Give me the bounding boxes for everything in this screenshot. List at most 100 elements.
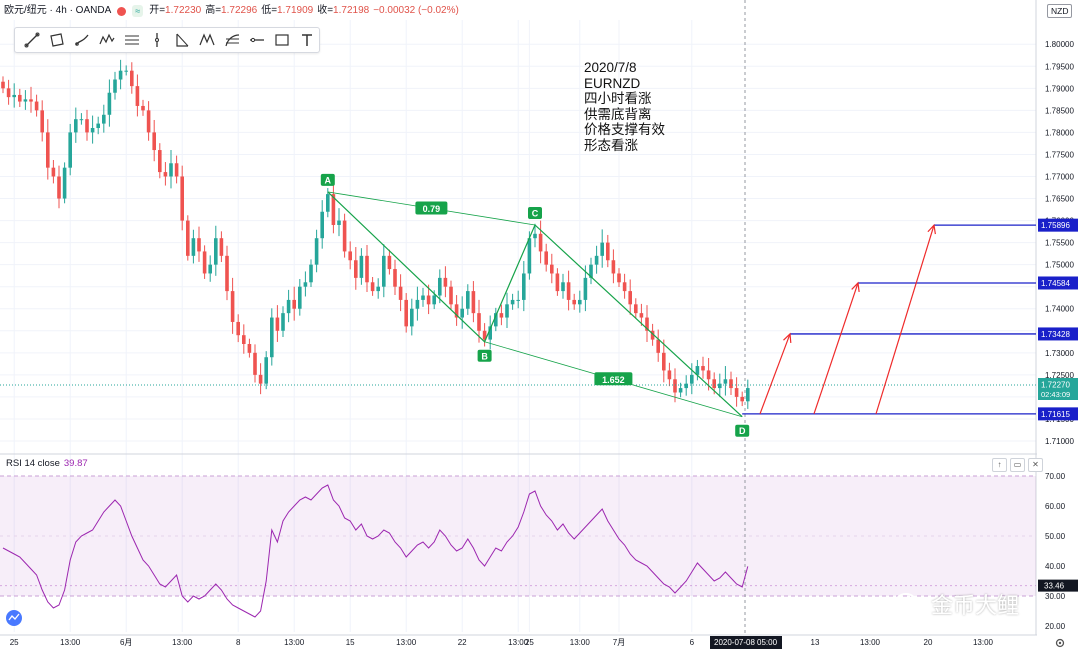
rsi-title[interactable]: RSI 14 close bbox=[6, 458, 60, 469]
fib-icon[interactable] bbox=[219, 29, 244, 51]
candle-up bbox=[107, 92, 112, 115]
ray-icon[interactable] bbox=[244, 29, 269, 51]
analysis-note[interactable]: 2020/7/8 EURNZD 四小时看涨 供需底背离 价格支撑有效 形态看涨 bbox=[584, 60, 665, 153]
time-tick-label: 6月 bbox=[120, 638, 132, 647]
current-price-label: 1.72270 bbox=[1041, 380, 1070, 389]
target-arrow[interactable] bbox=[875, 224, 935, 415]
vertical-line-icon[interactable] bbox=[144, 29, 169, 51]
analysis-note-line: 价格支撑有效 bbox=[584, 122, 665, 137]
time-tick-label: 13 bbox=[811, 638, 820, 647]
candle-up bbox=[326, 194, 330, 212]
arrow-head bbox=[783, 332, 792, 343]
candle-down bbox=[163, 172, 168, 177]
candle-up bbox=[376, 286, 380, 292]
pattern-legs bbox=[327, 191, 743, 418]
candle-up bbox=[303, 282, 308, 287]
candle-up bbox=[113, 79, 117, 93]
rsi-band bbox=[0, 475, 1036, 597]
candle-down bbox=[404, 299, 408, 327]
target-price-label: 1.75896 bbox=[1041, 221, 1070, 230]
candle-down bbox=[544, 251, 548, 265]
candle-down bbox=[555, 273, 560, 292]
candle-up bbox=[527, 238, 532, 274]
move-up-icon[interactable]: ↑ bbox=[992, 458, 1007, 472]
multiline-icon[interactable] bbox=[119, 29, 144, 51]
ohlc-value: 1.72230 bbox=[165, 5, 202, 16]
candle-down bbox=[146, 110, 151, 133]
ohlc-item: 低=1.71909 bbox=[261, 5, 313, 16]
tv-logo-mark bbox=[8, 613, 20, 621]
candle-up bbox=[421, 295, 425, 300]
candle-up bbox=[690, 374, 694, 384]
symbol-title[interactable]: 欧元/纽元 · 4h · OANDA bbox=[4, 5, 112, 16]
triangle-icon[interactable] bbox=[169, 29, 194, 51]
target-price-badge[interactable] bbox=[1038, 407, 1078, 421]
currency-badge[interactable]: NZD bbox=[1047, 4, 1073, 18]
candle-up bbox=[746, 388, 750, 402]
target-price-badge[interactable] bbox=[1038, 276, 1078, 290]
close-icon[interactable]: ✕ bbox=[1028, 458, 1043, 472]
candle-down bbox=[202, 251, 207, 274]
candle-down bbox=[219, 238, 224, 256]
candle-down bbox=[499, 313, 504, 318]
target-arrow[interactable] bbox=[759, 333, 791, 415]
target-price-badge[interactable] bbox=[1038, 218, 1078, 232]
ohlc-item: 高=1.72296 bbox=[205, 5, 257, 16]
cursor-time-label: 05:00 bbox=[757, 638, 778, 647]
compare-toggle[interactable]: ≈ bbox=[132, 5, 144, 17]
pattern-point-c[interactable] bbox=[528, 206, 542, 219]
candle-down bbox=[275, 317, 280, 331]
price-tick-label: 1.79500 bbox=[1045, 62, 1074, 71]
target-arrow[interactable] bbox=[813, 282, 859, 415]
pattern-point-label: B bbox=[481, 351, 488, 361]
pattern-icon[interactable] bbox=[94, 29, 119, 51]
candle-up bbox=[533, 233, 537, 239]
candle-down bbox=[18, 94, 22, 102]
trend-line-icon[interactable] bbox=[19, 29, 44, 51]
pattern-point-d[interactable] bbox=[735, 424, 750, 437]
candle-up bbox=[522, 273, 526, 300]
settings-gear-icon[interactable] bbox=[1055, 638, 1065, 648]
target-lines[interactable] bbox=[742, 223, 1036, 415]
candle-up bbox=[589, 264, 593, 278]
candle-up bbox=[382, 255, 386, 287]
ohlc-value: 1.72198 bbox=[333, 5, 370, 16]
candle-down bbox=[152, 132, 156, 151]
tv-logo-icon[interactable] bbox=[6, 610, 22, 626]
collapse-icon[interactable]: ▭ bbox=[1010, 458, 1025, 472]
brush-icon[interactable] bbox=[69, 29, 94, 51]
pattern-point-a[interactable] bbox=[320, 173, 335, 186]
text-icon[interactable] bbox=[294, 29, 319, 51]
current-price-badge[interactable] bbox=[1038, 377, 1078, 400]
arrow-head bbox=[851, 281, 860, 292]
rsi-last-label: 33.46 bbox=[1044, 582, 1065, 591]
ohlc-item: 收=1.72198 bbox=[317, 5, 369, 16]
pattern-ratio-badge[interactable] bbox=[415, 201, 448, 215]
price-tick-label: 1.73000 bbox=[1045, 349, 1074, 358]
price-tick-label: 1.75500 bbox=[1045, 239, 1074, 248]
pattern-point-label: C bbox=[532, 208, 539, 218]
candle-down bbox=[242, 335, 246, 344]
rectangle-icon[interactable] bbox=[269, 29, 294, 51]
channel-icon[interactable] bbox=[44, 29, 69, 51]
candle-down bbox=[1, 81, 5, 89]
candle-down bbox=[449, 286, 453, 305]
xabcd-icon[interactable] bbox=[194, 29, 219, 51]
xabcd-pattern[interactable]: A B C D 0.79 1.652 bbox=[320, 173, 750, 437]
candle-down bbox=[639, 313, 644, 318]
pattern-point-b[interactable] bbox=[477, 349, 492, 362]
pattern-ratio-badge[interactable] bbox=[594, 372, 633, 386]
price-tick-label: 1.80000 bbox=[1045, 40, 1074, 49]
rsi-tick-label: 70.00 bbox=[1045, 472, 1066, 481]
target-price-badge[interactable] bbox=[1038, 327, 1078, 341]
candle-up bbox=[494, 313, 498, 327]
candle-up bbox=[74, 119, 78, 133]
price-tick-label: 1.75000 bbox=[1045, 261, 1074, 270]
candle-down bbox=[622, 282, 627, 292]
candle-down bbox=[662, 352, 666, 371]
candle-down bbox=[482, 330, 487, 340]
drawing-toolbar bbox=[14, 27, 320, 53]
candle-up bbox=[488, 326, 492, 340]
